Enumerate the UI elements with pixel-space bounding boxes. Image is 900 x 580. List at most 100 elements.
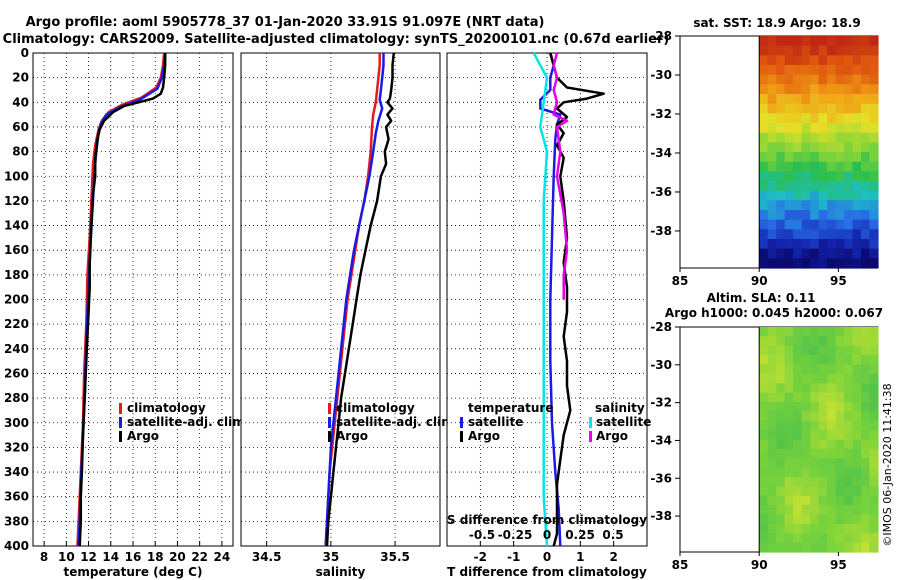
sla_map-cell (759, 355, 769, 366)
sla_map-cell (810, 392, 820, 403)
sst_map-cell (844, 210, 854, 221)
sst_map-cell (793, 181, 803, 192)
sst_map-cell (835, 258, 845, 269)
sst_map-cell (767, 190, 777, 201)
sst_map-cell (818, 171, 828, 182)
sst_map-cell (784, 171, 794, 182)
sla_map-cell (793, 495, 803, 506)
pressure-tick-label: 380 (4, 514, 29, 528)
sst_map-cell (784, 152, 794, 163)
sla_map-cell (827, 355, 837, 366)
sst_map-cell (852, 103, 862, 114)
diff-legend-s-label: satellite (596, 415, 651, 429)
sst_map-cell (852, 258, 862, 269)
sla_map-cell (801, 523, 811, 534)
sla_map-cell (852, 495, 862, 506)
pressure-tick-label: 320 (4, 440, 29, 454)
sla_map-cell (784, 523, 794, 534)
sla_map-cell (844, 327, 854, 337)
sla_map-cell (784, 383, 794, 394)
sst_map-cell (861, 181, 871, 192)
sla_map-cell (869, 411, 879, 422)
sst_map-cell (793, 113, 803, 124)
temperature-xtick-label: 8 (40, 550, 48, 564)
sst_map-cell (784, 248, 794, 259)
salinity-xtick-label: 35 (323, 550, 340, 564)
sst_map-cell (810, 248, 820, 259)
sla_map-cell (801, 458, 811, 469)
sla_map-cell (852, 383, 862, 394)
sst_map-cell (767, 200, 777, 211)
sst_map-cell (759, 113, 769, 124)
sst_map-cell (810, 258, 820, 269)
sst_map-cell (861, 45, 871, 56)
sst_map-cell (869, 248, 879, 259)
sla_map-cell (861, 486, 871, 497)
sla_map-cell (784, 467, 794, 478)
sla_map-cell (759, 411, 769, 422)
sst_map-cell (861, 123, 871, 134)
sst_map-cell (827, 36, 837, 47)
sla_map-cell (810, 458, 820, 469)
sla_map-cell (759, 505, 769, 516)
sst_map-cell (759, 45, 769, 56)
sst_map-cell (767, 123, 777, 134)
sst_map-ytick-label: -34 (650, 146, 672, 160)
diff-legend-temperature-title: temperature (468, 401, 553, 415)
sla_map-cell (835, 458, 845, 469)
sst_map-cell (869, 190, 879, 201)
sst_map-cell (793, 161, 803, 172)
sst_map-cell (801, 94, 811, 105)
sla_map-cell (869, 336, 879, 347)
sla_map-cell (861, 345, 871, 356)
sla_map-cell (869, 345, 879, 356)
sst_map-cell (835, 248, 845, 259)
sla_map-cell (759, 467, 769, 478)
sla_map-cell (852, 430, 862, 441)
sst_map-cell (827, 65, 837, 76)
sst_map-cell (835, 161, 845, 172)
credit-text: ©IMOS 06-Jan-2020 11:41:38 (881, 383, 894, 546)
sla_map-cell (852, 355, 862, 366)
sst_map-cell (869, 45, 879, 56)
sst_map-cell (844, 248, 854, 259)
salinity-xlabel: salinity (316, 565, 366, 579)
sst_map-cell (861, 258, 871, 269)
sst_map-cell (793, 248, 803, 259)
sst_map-cell (793, 84, 803, 95)
sla_map-cell (759, 448, 769, 459)
sla_map-cell (784, 355, 794, 366)
sla_map-cell (767, 458, 777, 469)
sla_map-cell (784, 542, 794, 553)
sla_map-cell (835, 355, 845, 366)
sst_map-cell (767, 65, 777, 76)
sla_map-cell (810, 495, 820, 506)
sst-map-title: sat. SST: 18.9 Argo: 18.9 (693, 16, 860, 30)
sla_map-cell (835, 533, 845, 544)
sla_map-cell (759, 364, 769, 375)
sla_map-cell (835, 420, 845, 431)
sla_map-cell (818, 448, 828, 459)
sla_map-cell (767, 514, 777, 525)
sla_map-cell (776, 533, 786, 544)
sst_map-cell (818, 132, 828, 143)
sla_map-cell (784, 477, 794, 487)
sla_map-cell (852, 477, 862, 487)
sst_map-cell (759, 200, 769, 211)
sst_map-cell (810, 190, 820, 201)
pressure-tick-label: 340 (4, 465, 29, 479)
sla_map-cell (767, 383, 777, 394)
sst_map-cell (869, 142, 879, 153)
sst_map-cell (784, 210, 794, 221)
sla_map-cell (776, 542, 786, 553)
sst_map-cell (759, 210, 769, 221)
sst_map-cell (793, 123, 803, 134)
sla_map-cell (776, 392, 786, 403)
sst_map-cell (801, 36, 811, 47)
sla_map-cell (767, 402, 777, 412)
sst_map-cell (844, 65, 854, 76)
sst_map-cell (827, 200, 837, 211)
salinity-legend-swatch (328, 431, 331, 442)
sla_map-cell (776, 477, 786, 487)
pressure-tick-label: 100 (4, 169, 29, 183)
